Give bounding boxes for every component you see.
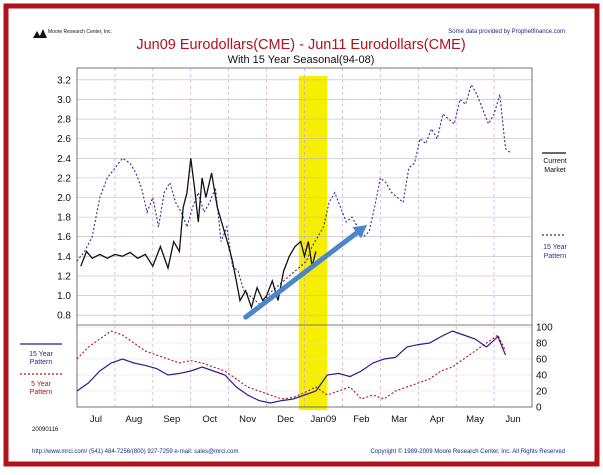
lower-y-tick-label: 60 (536, 355, 548, 366)
x-tick-label-month: Mar (391, 414, 407, 425)
upper-y-tick-label: 2.2 (57, 173, 71, 184)
upper-y-tick-label: 1.4 (57, 252, 71, 263)
upper-y-tick-label: 2.8 (57, 115, 71, 126)
x-tick-label-month: Jul (90, 414, 102, 425)
legend-15yr-label-2: Pattern (30, 359, 53, 366)
series-15yr-pattern (76, 330, 507, 404)
lower-y-tick-label: 40 (536, 371, 548, 382)
legend-5yr-pattern: 5 Year Pattern (20, 373, 62, 396)
legend-current-label-2: Market (544, 167, 565, 174)
x-tick-label-month: Aug (125, 414, 142, 425)
publisher-logo: Moore Research Center, Inc. (33, 29, 112, 38)
plot-frame (76, 67, 533, 408)
footer-copyright: Copyright © 1989-2009 Moore Research Cen… (370, 448, 565, 455)
upper-y-tick-label: 2.0 (57, 193, 71, 204)
upper-y-tick-label: 1.6 (57, 232, 71, 243)
date-stamp: 20090116 (32, 427, 59, 433)
highlight-band (298, 76, 328, 410)
series-15yr-seasonal (76, 83, 512, 307)
x-tick-label-month: Jan09 (311, 414, 337, 425)
legend-current-market: Current Market (542, 152, 567, 174)
x-tick-label-month: Nov (239, 414, 256, 425)
upper-y-tick-label: 1.0 (57, 291, 71, 302)
axis-layer: 3.2 3.0 2.8 2.6 2.4 2.2 2.0 1.8 1.6 1.4 1.2 1.0 0.8 1… (57, 75, 553, 425)
lower-y-tick-label: 80 (536, 339, 548, 350)
legend-seasonal-label-1: 15 Year (543, 244, 567, 251)
upper-y-tick-label: 1.2 (57, 271, 71, 282)
data-credit: Some data provided by Prophetfinance.com (448, 29, 565, 35)
x-tick-label-month: Dec (277, 414, 294, 425)
publisher-name: Moore Research Center, Inc. (48, 29, 112, 35)
chart-subtitle: With 15 Year Seasonal(94-08) (228, 54, 375, 66)
legend-5yr-label-2: Pattern (30, 389, 53, 396)
legend-15yr-seasonal: 15 Year Pattern (542, 234, 568, 260)
series-layer (76, 83, 512, 404)
upper-y-tick-label: 2.6 (57, 134, 71, 145)
x-tick-label-month: Feb (353, 414, 369, 425)
upper-y-tick-label: 2.4 (57, 154, 71, 165)
series-current-market (80, 158, 317, 310)
upper-y-tick-label: 1.8 (57, 213, 71, 224)
lower-y-tick-label: 20 (536, 387, 548, 398)
x-tick-label-month: Jun (505, 414, 520, 425)
x-tick-label-month: Sep (163, 414, 180, 425)
lower-y-tick-label: 0 (536, 403, 542, 414)
legend-15yr-pattern: 15 Year Pattern (20, 343, 62, 366)
x-tick-label-month: May (466, 414, 484, 425)
legend-5yr-label-1: 5 Year (31, 381, 52, 388)
lower-y-tick-label: 100 (536, 323, 553, 334)
x-tick-label-month: Oct (202, 414, 217, 425)
x-tick-label-month: Apr (430, 414, 445, 425)
upper-y-tick-label: 3.0 (57, 95, 71, 106)
upper-y-tick-label: 3.2 (57, 75, 71, 86)
upper-y-tick-label: 0.8 (57, 311, 71, 322)
footer-contact: http://www.mrci.com/ (541) 484-7256/(800… (32, 449, 239, 455)
trend-arrow-head (352, 224, 368, 239)
legend-current-label-1: Current (543, 158, 566, 165)
series-5yr-pattern (76, 330, 506, 400)
legend-15yr-label-1: 15 Year (29, 351, 53, 358)
chart-title: Jun09 Eurodollars(CME) - Jun11 Eurodolla… (136, 37, 465, 53)
trend-arrow-shaft (243, 230, 360, 320)
legend-seasonal-label-2: Pattern (544, 253, 567, 260)
